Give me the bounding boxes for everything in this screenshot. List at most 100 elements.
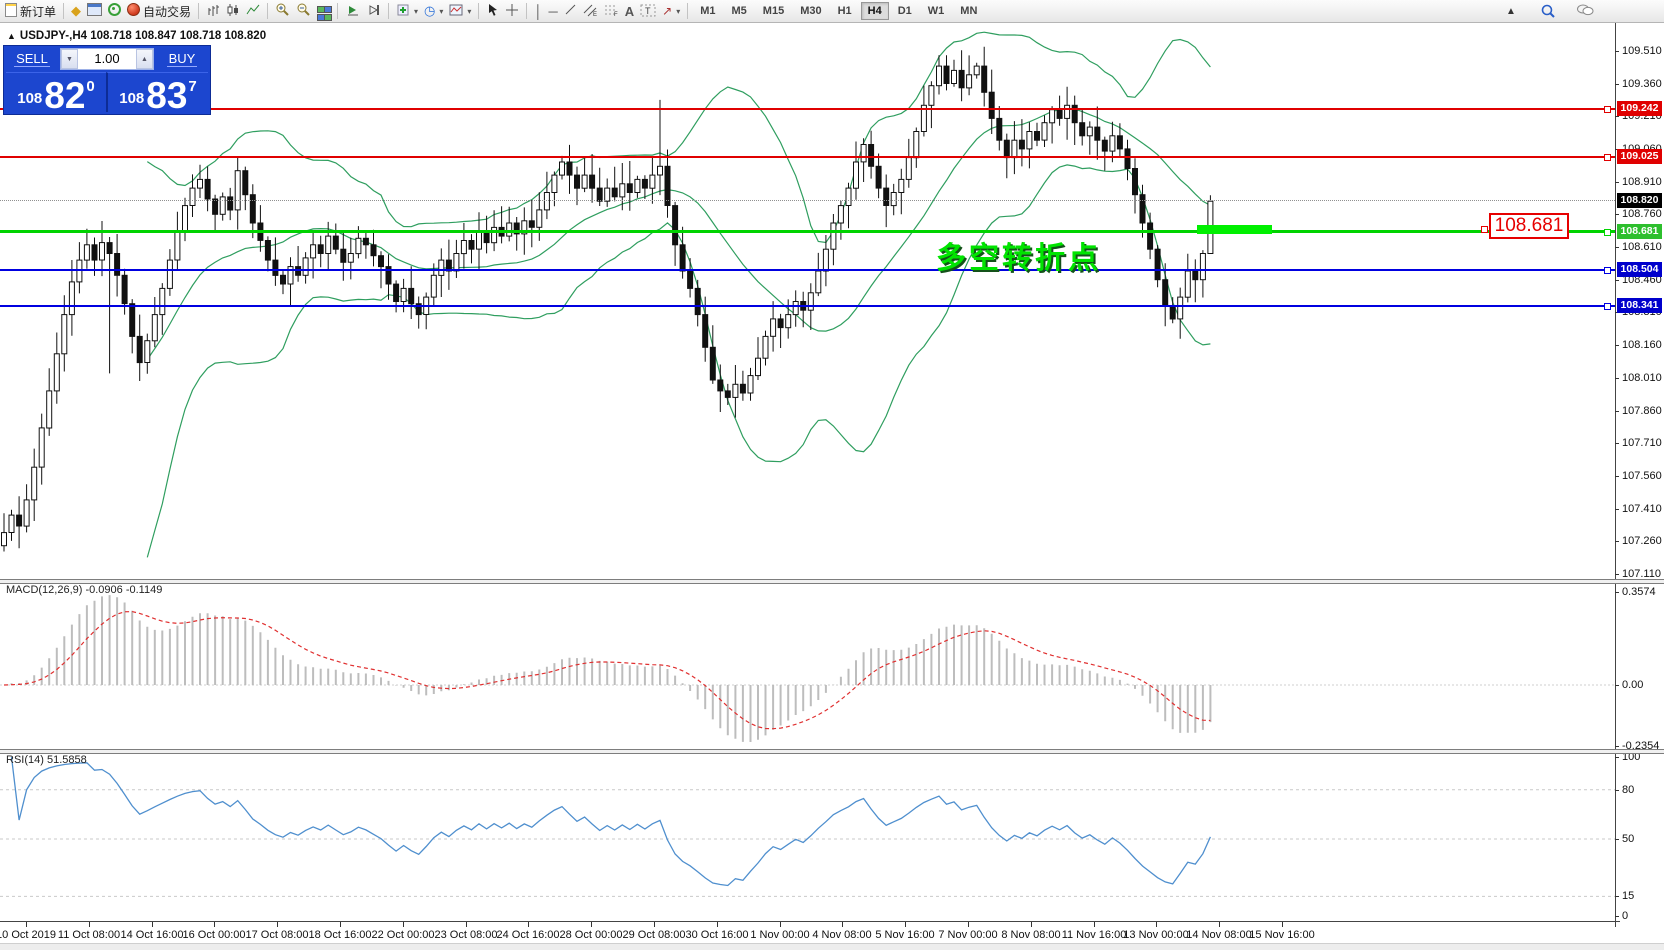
fibonacci-button[interactable]: F (601, 1, 622, 21)
ohlc-info: USDJPY-,H4 108.718 108.847 108.718 108.8… (19, 30, 267, 42)
timeframe-w1[interactable]: W1 (927, 5, 945, 17)
timeframe-mn[interactable]: MN (960, 5, 978, 17)
crosshair-button[interactable] (502, 1, 522, 21)
time-axis-tick (1156, 922, 1157, 927)
price-tag-108.341: 108.341 (1617, 297, 1662, 313)
price-tag-109.242: 109.242 (1617, 101, 1662, 117)
auto-scroll-icon (345, 3, 360, 20)
price-axis-tick (1615, 541, 1619, 543)
time-axis-label: 29 Oct 08:00 (622, 929, 686, 941)
timeframe-d1[interactable]: D1 (897, 5, 912, 17)
timeframe-m1[interactable]: M1 (700, 5, 716, 17)
pane-divider[interactable] (0, 749, 1664, 754)
toolbar-separator (526, 3, 528, 19)
autotrading-button[interactable]: 自动交易 (124, 1, 194, 21)
templates-button[interactable]: ▾ (446, 1, 474, 21)
hline-108.681[interactable] (0, 230, 1615, 233)
bar-chart-button[interactable] (203, 1, 223, 21)
time-axis-label: 22 Oct 00:00 (371, 929, 435, 941)
price-axis-tick (1615, 475, 1619, 477)
indicators-button[interactable]: ▾ (393, 1, 421, 21)
candlestick-chart-button[interactable] (223, 1, 243, 21)
time-axis-label: 23 Oct 08:00 (434, 929, 498, 941)
annotation-text[interactable]: 多空转折点 (936, 242, 1101, 275)
price-axis-tick (1615, 214, 1619, 216)
chart-shift-button[interactable] (363, 1, 384, 21)
trendline-button[interactable] (561, 1, 580, 21)
volume-up-button[interactable]: ▲ (136, 49, 153, 69)
auto-scroll-button[interactable] (342, 1, 363, 21)
zoom-out-icon (296, 2, 311, 20)
status-strip (0, 943, 1664, 950)
symbol-collapse-icon[interactable]: ▲ (7, 31, 16, 41)
price-axis-label: 109.510 (1622, 44, 1662, 57)
cursor-button[interactable] (483, 1, 502, 21)
time-axis-label: 14 Oct 16:00 (120, 929, 184, 941)
time-axis-tick (1094, 922, 1095, 927)
price-axis-label: 108.010 (1622, 371, 1662, 384)
sell-button[interactable]: SELL (14, 51, 50, 67)
time-axis-tick (842, 922, 843, 927)
time-axis-label: 28 Oct 00:00 (559, 929, 623, 941)
time-axis-tick (1282, 922, 1283, 927)
terminal-button[interactable] (84, 1, 105, 21)
buy-button[interactable]: BUY (166, 51, 198, 67)
time-axis-tick (905, 922, 906, 927)
chart-canvas[interactable] (0, 23, 1664, 950)
buy-price[interactable]: 108 83 7 (106, 72, 208, 114)
shapes-button[interactable]: ↗ ▾ (659, 1, 683, 21)
search-icon[interactable] (1540, 3, 1556, 22)
hline-108.341[interactable] (0, 304, 1615, 307)
line-chart-button[interactable] (243, 1, 263, 21)
timeframe-h4[interactable]: H4 (860, 2, 889, 20)
time-axis-label: 1 Nov 00:00 (750, 929, 810, 941)
price-axis-label: 108.760 (1622, 208, 1662, 221)
hline-109.242[interactable] (0, 108, 1615, 111)
timeframe-m30[interactable]: M30 (800, 5, 822, 17)
price-axis-label: 107.710 (1622, 437, 1662, 450)
timeframe-h1[interactable]: H1 (837, 5, 852, 17)
price-tag-109.025: 109.025 (1617, 148, 1662, 164)
horizontal-line-button[interactable]: ─ (546, 1, 561, 21)
rsi-axis-tick (1615, 839, 1619, 840)
price-axis-tick (1615, 574, 1619, 575)
zoom-in-button[interactable] (272, 1, 293, 21)
autotrading-icon (127, 3, 141, 19)
time-axis-tick (89, 922, 90, 927)
text-button[interactable]: A (622, 1, 637, 21)
text-label-button[interactable]: T (637, 1, 659, 21)
volume-input[interactable]: 1.00 (94, 51, 120, 66)
tile-windows-button[interactable] (314, 1, 333, 21)
toolbar-separator (388, 3, 390, 19)
favorites-button[interactable]: ◆ (68, 1, 84, 21)
time-axis-tick (1031, 922, 1032, 927)
sell-price[interactable]: 108 82 0 (6, 72, 106, 114)
scroll-up-icon[interactable]: ▲ (1506, 6, 1516, 17)
price-axis-tick (1615, 83, 1619, 85)
price-axis-label: 107.260 (1622, 535, 1662, 548)
hline-109.025[interactable] (0, 155, 1615, 158)
line-end-marker (1604, 267, 1611, 275)
channel-button[interactable]: E (580, 1, 601, 21)
timeframe-m5[interactable]: M5 (731, 5, 747, 17)
zoom-out-button[interactable] (293, 1, 314, 21)
volume-down-button[interactable]: ▼ (61, 49, 78, 69)
toolbar-separator (63, 3, 65, 19)
toolbar-separator (267, 3, 269, 19)
periods-button[interactable]: ◷ ▾ (421, 1, 446, 21)
chevron-down-icon: ▾ (439, 6, 444, 16)
price-axis-label: 108.160 (1622, 339, 1662, 352)
vertical-line-button[interactable]: │ (531, 1, 545, 21)
highlight-rectangle[interactable] (1197, 225, 1272, 234)
new-order-button[interactable]: 新订单 (2, 1, 59, 21)
price-label-box[interactable]: 108.681 (1489, 213, 1569, 239)
macd-axis-tick (1615, 746, 1619, 748)
price-axis-label: 107.860 (1622, 404, 1662, 417)
pane-divider[interactable] (0, 579, 1664, 584)
signals-button[interactable] (105, 1, 124, 21)
price-axis-label: 108.910 (1622, 175, 1662, 188)
horizontal-line-icon: ─ (548, 3, 558, 19)
hline-108.504[interactable] (0, 269, 1615, 272)
chat-icon[interactable] (1576, 3, 1594, 20)
timeframe-m15[interactable]: M15 (762, 5, 785, 17)
